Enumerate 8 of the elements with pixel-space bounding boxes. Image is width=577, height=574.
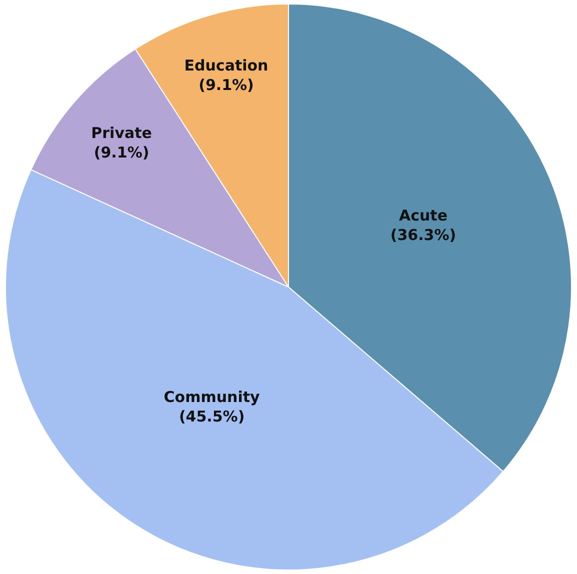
data-label: (45.5%) bbox=[178, 408, 245, 426]
data-label: (36.3%) bbox=[390, 226, 456, 244]
slice-label: Acute bbox=[398, 206, 448, 224]
slice-label: Education bbox=[184, 56, 268, 74]
slice-label: Private bbox=[91, 124, 152, 142]
slice-label: Community bbox=[164, 388, 260, 406]
data-label: (9.1%) bbox=[198, 76, 254, 94]
data-label: (9.1%) bbox=[94, 143, 150, 162]
